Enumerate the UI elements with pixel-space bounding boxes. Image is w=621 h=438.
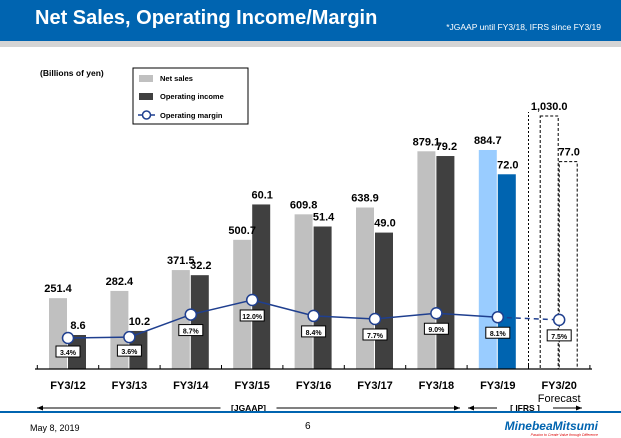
net-sales-label: 251.4 [44, 283, 72, 295]
net-sales-bar [171, 270, 190, 369]
category-label: FY3/12 [50, 380, 85, 392]
net-sales-bar [356, 207, 374, 369]
header-underline [0, 41, 621, 47]
accounting-note: *JGAAP until FY3/18, IFRS since FY3/19 [446, 22, 601, 32]
page-number: 6 [305, 421, 311, 432]
operating-income-label: 60.1 [251, 189, 272, 201]
operating-income-bar [497, 174, 516, 369]
logo-tagline: Passion to Create Value through Differen… [530, 433, 598, 437]
header-bar [0, 0, 621, 41]
net-sales-label: 879.1 [413, 136, 441, 148]
ifrs-period-arrowhead-left [468, 405, 474, 411]
net-sales-bar [233, 239, 252, 369]
category-label: FY3/16 [296, 380, 331, 392]
operating-income-label: 51.4 [313, 212, 335, 224]
operating-income-bar [190, 275, 209, 369]
margin-label: 8.1% [490, 331, 507, 338]
margin-label: 9.0% [428, 327, 445, 334]
net-sales-bar [110, 290, 129, 369]
operating-margin-forecast-line [497, 316, 560, 321]
operating-margin-marker [307, 309, 320, 323]
operating-income-label: 79.2 [436, 141, 457, 153]
net-sales-label: 282.4 [106, 276, 134, 288]
margin-label-box [423, 322, 449, 335]
margin-label: 7.7% [367, 333, 384, 340]
category-label: FY3/17 [357, 380, 392, 392]
net-sales-label: 609.8 [290, 199, 318, 211]
category-label: FY3/20 [541, 380, 576, 392]
operating-margin-marker [123, 330, 136, 344]
ifrs-period-label: [ IFRS ] [510, 403, 540, 413]
margin-label: 3.6% [121, 349, 138, 356]
legend-swatch-net-sales [139, 75, 153, 82]
margin-label-box [301, 325, 327, 338]
operating-income-label: 49.0 [374, 218, 395, 230]
operating-income-label: 32.2 [190, 260, 211, 272]
operating-margin-marker [430, 306, 443, 320]
operating-income-bar [558, 161, 578, 370]
legend-marker-operating-margin [141, 110, 152, 120]
net-sales-bar [478, 149, 497, 369]
margin-label-box [116, 344, 142, 357]
category-sublabel: Forecast [538, 393, 581, 405]
operating-income-label: 10.2 [129, 316, 150, 328]
operating-margin-line [67, 299, 498, 339]
margin-label-box [362, 328, 388, 341]
net-sales-bar [417, 151, 436, 369]
net-sales-label: 884.7 [474, 135, 502, 147]
net-sales-label: 638.9 [351, 192, 379, 204]
legend-label-operating-income: Operating income [160, 92, 224, 101]
category-label: FY3/18 [419, 380, 454, 392]
net-sales-label: 1,030.0 [531, 101, 568, 113]
category-label: FY3/14 [173, 380, 209, 392]
net-sales-label: 371.5 [167, 255, 195, 267]
category-label: FY3/13 [112, 380, 147, 392]
operating-income-label: 8.6 [70, 320, 85, 332]
jgaap-period-label: [JGAAP] [231, 403, 266, 413]
margin-label-box [546, 329, 572, 342]
category-label: FY3/19 [480, 380, 515, 392]
margin-label-box [239, 309, 265, 322]
legend-label-operating-margin: Operating margin [160, 111, 223, 120]
operating-margin-marker [184, 308, 198, 321]
operating-margin-marker [491, 310, 505, 324]
operating-income-label: 72.0 [497, 159, 518, 171]
operating-margin-marker [245, 293, 259, 307]
footer-divider [0, 411, 621, 413]
category-label: FY3/15 [234, 380, 269, 392]
unit-label: (Billions of yen) [40, 68, 104, 78]
margin-label: 8.4% [306, 330, 323, 337]
operating-income-bar [313, 226, 332, 369]
operating-income-bar [436, 156, 455, 369]
margin-label-box [55, 345, 81, 358]
operating-margin-marker [61, 331, 75, 345]
net-sales-bar [294, 214, 313, 369]
operating-income-bar [252, 204, 271, 369]
margin-label-box [485, 326, 511, 339]
operating-income-label: 77.0 [558, 147, 579, 159]
jgaap-period-arrowhead-right [454, 405, 460, 411]
footer-date: May 8, 2019 [30, 423, 80, 433]
margin-label: 12.0% [242, 314, 263, 321]
operating-income-bar [375, 232, 393, 369]
company-logo: MinebeaMitsumi [504, 419, 598, 433]
operating-margin-marker [368, 312, 382, 326]
ifrs-period-arrowhead-right [576, 405, 582, 411]
margin-label: 8.7% [183, 329, 200, 336]
page-title: Net Sales, Operating Income/Margin [35, 7, 378, 29]
operating-margin-marker [552, 313, 566, 327]
margin-label-box [178, 324, 204, 337]
margin-label: 3.4% [60, 350, 77, 357]
margin-label: 7.5% [551, 334, 568, 341]
net-sales-label: 500.7 [228, 225, 256, 237]
legend-swatch-operating-income [139, 93, 153, 100]
legend-label-net-sales: Net sales [160, 74, 193, 83]
jgaap-period-arrowhead-left [37, 405, 43, 411]
